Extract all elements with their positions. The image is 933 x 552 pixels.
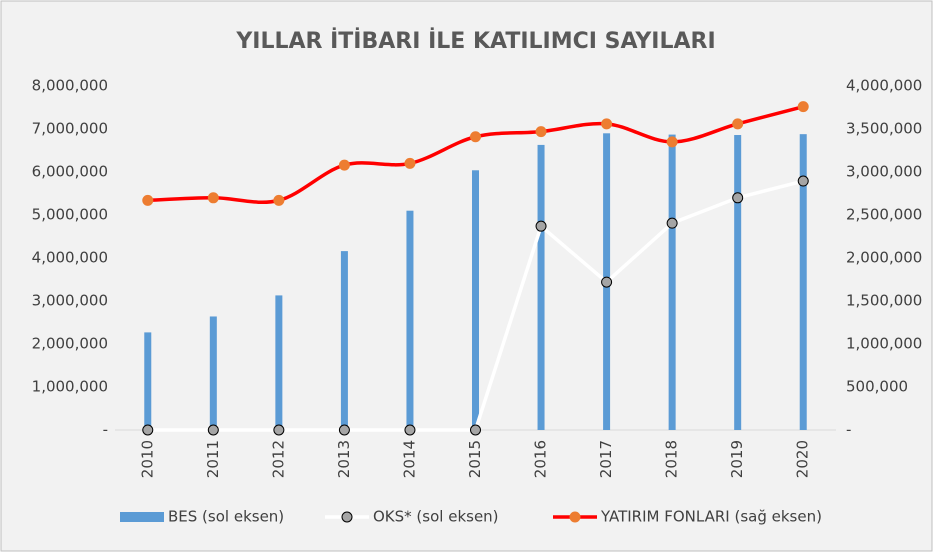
y2-tick-label: 3,000,000 [846, 163, 922, 181]
point-marker [666, 217, 678, 229]
point-marker [207, 192, 219, 204]
bar [340, 251, 348, 430]
y-tick-label: 5,000,000 [32, 206, 108, 224]
point-marker [732, 118, 744, 130]
y2-tick-label: 2,000,000 [846, 249, 922, 267]
y2-tick-label: - [846, 421, 851, 439]
bar [472, 170, 479, 430]
y-tick-label: 8,000,000 [32, 77, 108, 95]
x-tick-label: 2012 [269, 440, 287, 478]
bar [734, 135, 742, 430]
legend-marker [569, 511, 581, 523]
y2-tick-label: 4,000,000 [846, 77, 922, 95]
point-marker [797, 175, 809, 187]
point-marker [404, 157, 416, 169]
point-marker [470, 131, 481, 143]
point-marker [601, 276, 613, 288]
point-marker [273, 424, 285, 436]
y-tick-label: 1,000,000 [32, 378, 108, 396]
point-marker [404, 424, 416, 436]
point-marker [732, 192, 744, 204]
point-marker [797, 101, 809, 113]
bar [537, 144, 545, 430]
x-tick-label: 2011 [204, 440, 222, 478]
legend-marker [341, 511, 353, 523]
point-marker [142, 194, 154, 206]
x-tick-label: 2015 [466, 440, 484, 478]
bar [406, 210, 414, 430]
y2-tick-label: 1,000,000 [846, 335, 922, 353]
bar [144, 332, 152, 430]
y2-tick-label: 500,000 [846, 378, 908, 396]
bar [668, 134, 676, 430]
x-tick-label: 2020 [794, 440, 812, 478]
point-marker [207, 424, 219, 436]
y-tick-label: 6,000,000 [32, 163, 108, 181]
bar [209, 316, 217, 430]
point-marker [535, 126, 547, 138]
legend-label: YATIRIM FONLARI (sağ eksen) [600, 508, 822, 526]
point-marker [338, 424, 350, 436]
point-marker [601, 118, 613, 130]
y-tick-label: 7,000,000 [32, 120, 108, 138]
bar [275, 295, 283, 430]
y-tick-label: - [103, 421, 108, 439]
chart-title: YILLAR İTİBARI İLE KATILIMCI SAYILARI [235, 28, 715, 54]
x-tick-label: 2019 [728, 440, 746, 478]
legend-swatch [120, 512, 164, 522]
x-tick-label: 2017 [597, 440, 615, 478]
x-tick-label: 2013 [335, 440, 353, 478]
legend-label: BES (sol eksen) [168, 508, 284, 526]
y-tick-label: 4,000,000 [32, 249, 108, 267]
y2-tick-label: 2,500,000 [846, 206, 922, 224]
legend-label: OKS* (sol eksen) [373, 508, 499, 526]
y2-tick-label: 3,500,000 [846, 120, 922, 138]
y-tick-label: 2,000,000 [32, 335, 108, 353]
y2-tick-label: 1,500,000 [846, 292, 922, 310]
point-marker [535, 220, 547, 232]
point-marker [142, 424, 154, 436]
point-marker [273, 194, 285, 206]
x-tick-label: 2010 [138, 440, 156, 478]
y-tick-label: 3,000,000 [32, 292, 108, 310]
bar [799, 134, 807, 430]
x-tick-label: 2018 [663, 440, 681, 478]
x-tick-label: 2016 [532, 440, 550, 478]
point-marker [470, 424, 481, 436]
point-marker [666, 136, 678, 148]
x-tick-label: 2014 [400, 440, 418, 478]
point-marker [338, 159, 350, 171]
